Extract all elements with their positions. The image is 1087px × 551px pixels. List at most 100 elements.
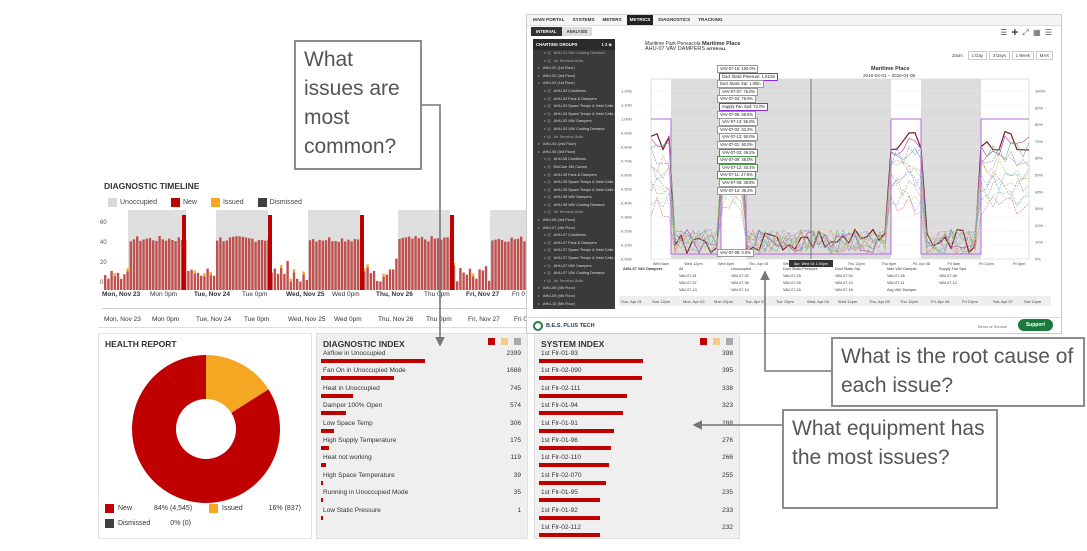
index-row[interactable]: 1st Flr-01-91 288 — [539, 419, 735, 436]
legend-item[interactable]: Duct Static Pressure — [783, 267, 818, 271]
index-row[interactable]: Running in Unoccupied Mode 35 — [321, 488, 523, 505]
sidebar-group-item[interactable]: ▸ ▤ Air Terminal Units — [533, 58, 615, 66]
legend-item[interactable]: Avg VAV Damper — [887, 288, 917, 292]
expand-caret-icon[interactable]: ▸ ▤ — [544, 187, 551, 192]
sidebar-group-item[interactable]: ▸ ▤ AHU-05 Fans & Dampers — [533, 172, 615, 180]
sidebar-group-item[interactable]: ▸ AHU-09 (4th Floor) — [533, 293, 615, 301]
expand-caret-icon[interactable]: ▸ ▤ — [544, 278, 551, 283]
index-row[interactable]: High Supply Temperature 175 — [321, 436, 523, 453]
timeline-legend-item[interactable]: Issued — [210, 198, 244, 207]
timeline-legend-item[interactable]: Unoccupied — [108, 198, 157, 207]
sidebar-group-item[interactable]: ▸ AHU-04 (2nd Floor) — [533, 141, 615, 149]
legend-item[interactable]: Duct Static Stp — [835, 267, 861, 271]
expand-caret-icon[interactable]: ▸ — [538, 218, 540, 223]
sidebar-group-item[interactable]: ▸ ▤ AHU-05 VAV Dampers — [533, 194, 615, 202]
filter-dismissed-dot[interactable] — [514, 338, 521, 345]
index-row[interactable]: Airflow in Unoccupied 2399 — [321, 349, 523, 366]
expand-caret-icon[interactable]: ▸ — [538, 286, 540, 291]
zoom-option-button[interactable]: 1 Day — [967, 51, 987, 60]
expand-caret-icon[interactable]: ▸ ▤ — [544, 271, 551, 276]
chart-navigator[interactable] — [619, 296, 1051, 306]
sidebar-group-item[interactable]: ▸ ▤ Air Terminal Units — [533, 278, 615, 286]
expand-caret-icon[interactable]: ▸ — [538, 66, 540, 71]
expand-caret-icon[interactable]: ▸ — [538, 73, 540, 78]
index-row[interactable]: 1st Flr-02-111 338 — [539, 384, 735, 401]
sidebar-group-item[interactable]: ▸ AHU-02 (3rd Floor) — [533, 73, 615, 81]
expand-caret-icon[interactable]: ▸ ▤ — [544, 180, 551, 185]
legend-item[interactable]: VAV-07-14 — [731, 288, 749, 292]
sidebar-group-item[interactable]: ▸ ▤ Air Terminal Units — [533, 134, 615, 142]
timeline-chart[interactable]: 60 40 20 0 — [98, 210, 530, 290]
index-row[interactable]: Fan On in Unoccupied Mode 1688 — [321, 366, 523, 383]
sidebar-group-item[interactable]: ▸ ▤ AHU-05 Conditions — [533, 156, 615, 164]
health-donut-chart[interactable] — [99, 348, 313, 508]
sidebar-group-item[interactable]: ▸ AHU-07 (4th Floor) — [533, 225, 615, 233]
index-row[interactable]: 1st Flr-02-070 255 — [539, 471, 735, 488]
index-row[interactable]: 1st Flr-01-95 235 — [539, 488, 735, 505]
legend-item[interactable]: VAV-07-06 — [939, 274, 957, 278]
sidebar-group-item[interactable]: ▸ ▤ AHU-03 Conditions — [533, 88, 615, 96]
donut-slice-issued[interactable] — [206, 355, 269, 413]
timeline-legend-item[interactable]: Dismissed — [257, 198, 302, 207]
filter-new-dot[interactable] — [700, 338, 707, 345]
sidebar-group-item[interactable]: ▸ ▤ AHU-05 Space Temps & Heat Calls 2 — [533, 187, 615, 195]
sidebar-group-item[interactable]: ▸ ▤ AHU-05 VAV Cooling Demand — [533, 202, 615, 210]
expand-caret-icon[interactable]: ▸ ▤ — [544, 88, 551, 93]
sidebar-group-item[interactable]: ▸ ▤ EinCare SM Curves — [533, 164, 615, 172]
nav-meters[interactable]: METERS — [602, 17, 622, 22]
expand-caret-icon[interactable]: ▸ ▤ — [544, 104, 551, 109]
terms-link[interactable]: Terms of Service — [977, 324, 1007, 329]
filter-issued-dot[interactable] — [501, 338, 508, 345]
filter-issued-dot[interactable] — [713, 338, 720, 345]
nav-tracking[interactable]: TRACKING — [698, 17, 723, 22]
expand-caret-icon[interactable]: ▸ ▤ — [544, 111, 551, 116]
index-row[interactable]: Low Space Temp 306 — [321, 419, 523, 436]
sidebar-group-item[interactable]: ▸ ▤ AHU-05 Space Temps & Heat Calls 1 — [533, 179, 615, 187]
legend-item[interactable]: Max VAV Damper — [887, 267, 917, 271]
sidebar-group-item[interactable]: ▸ AHU-06 (3rd Floor) — [533, 217, 615, 225]
vav-damper-chart[interactable]: 1.20in 1.10in 1.00in 0.90in 0.80in 0.70in 0.60… — [619, 59, 1059, 269]
expand-caret-icon[interactable]: ▸ — [538, 225, 540, 230]
expand-caret-icon[interactable]: ▸ ▤ — [544, 134, 551, 139]
expand-caret-icon[interactable]: ▸ ▤ — [544, 164, 551, 169]
expand-caret-icon[interactable]: ▸ ▤ — [544, 195, 551, 200]
sidebar-group-item[interactable]: ▸ ▤ AHU-07 Space Temps & Heat Calls 2 — [533, 255, 615, 263]
chart-tools-icons[interactable]: ☰ ✚ ⤢ ▦ ☰ — [1000, 28, 1053, 37]
timeline-scroller[interactable] — [102, 308, 526, 314]
diagnostic-filter-dots[interactable] — [488, 338, 521, 345]
legend-item[interactable]: Supply Fan Spd — [939, 267, 967, 271]
sidebar-group-item[interactable]: ▸ AHU-05 (3rd Floor) — [533, 149, 615, 157]
expand-caret-icon[interactable]: ▸ ▤ — [544, 119, 551, 124]
filter-new-dot[interactable] — [488, 338, 495, 345]
index-row[interactable]: Heat in Unoccupied 745 — [321, 384, 523, 401]
expand-caret-icon[interactable]: ▸ ▤ — [544, 96, 551, 101]
sidebar-group-item[interactable]: ▸ ▤ AHU-01 VAV Cooling Demand — [533, 50, 615, 58]
expand-caret-icon[interactable]: ▸ ▤ — [544, 256, 551, 261]
sidebar-group-item[interactable]: ▸ ▤ AHU-07 VAV Cooling Demand — [533, 270, 615, 278]
legend-item[interactable]: VAV-07-03 — [783, 274, 801, 278]
legend-item[interactable]: VAV-07-07 — [679, 281, 697, 285]
zoom-option-button[interactable]: 3 Days — [988, 51, 1010, 60]
legend-item[interactable]: Unoccupied — [731, 267, 752, 271]
index-row[interactable]: High Space Temperature 39 — [321, 471, 523, 488]
support-button[interactable]: Support — [1017, 319, 1053, 331]
legend-item[interactable]: VAV-07-05 — [887, 274, 905, 278]
legend-item[interactable]: VAV-07-11 — [887, 281, 905, 285]
sidebar-group-item[interactable]: ▸ ▤ AHU-03 VAV Cooling Demand — [533, 126, 615, 134]
expand-caret-icon[interactable]: ▸ — [538, 81, 540, 86]
legend-item[interactable]: VAV-07-13 — [679, 288, 697, 292]
expand-caret-icon[interactable]: ▸ ▤ — [544, 51, 551, 55]
legend-item[interactable]: VAV-07-01 — [679, 274, 697, 278]
sidebar-pagination[interactable]: 1 2 ⊗ — [601, 42, 613, 47]
legend-item[interactable]: VAV-07-04 — [835, 274, 853, 278]
index-row[interactable]: Heat not working 119 — [321, 453, 523, 470]
sidebar-group-item[interactable]: ▸ ▤ AHU-03 Space Temps & Heat Calls 2 — [533, 111, 615, 119]
zoom-option-button[interactable]: 1 Week — [1011, 51, 1034, 60]
legend-item[interactable]: VAV-07-12 — [939, 281, 957, 285]
sidebar-group-item[interactable]: ▸ ▤ AHU-07 VAV Dampers — [533, 263, 615, 271]
sidebar-group-item[interactable]: ▸ ▤ Air Terminal Units — [533, 209, 615, 217]
tab-interval[interactable]: INTERVAL — [531, 27, 562, 36]
index-row[interactable]: 1st Flr-01-96 276 — [539, 436, 735, 453]
zoom-option-button[interactable]: MAX — [1035, 51, 1053, 60]
legend-item[interactable]: VAV-07-16 — [835, 288, 853, 292]
